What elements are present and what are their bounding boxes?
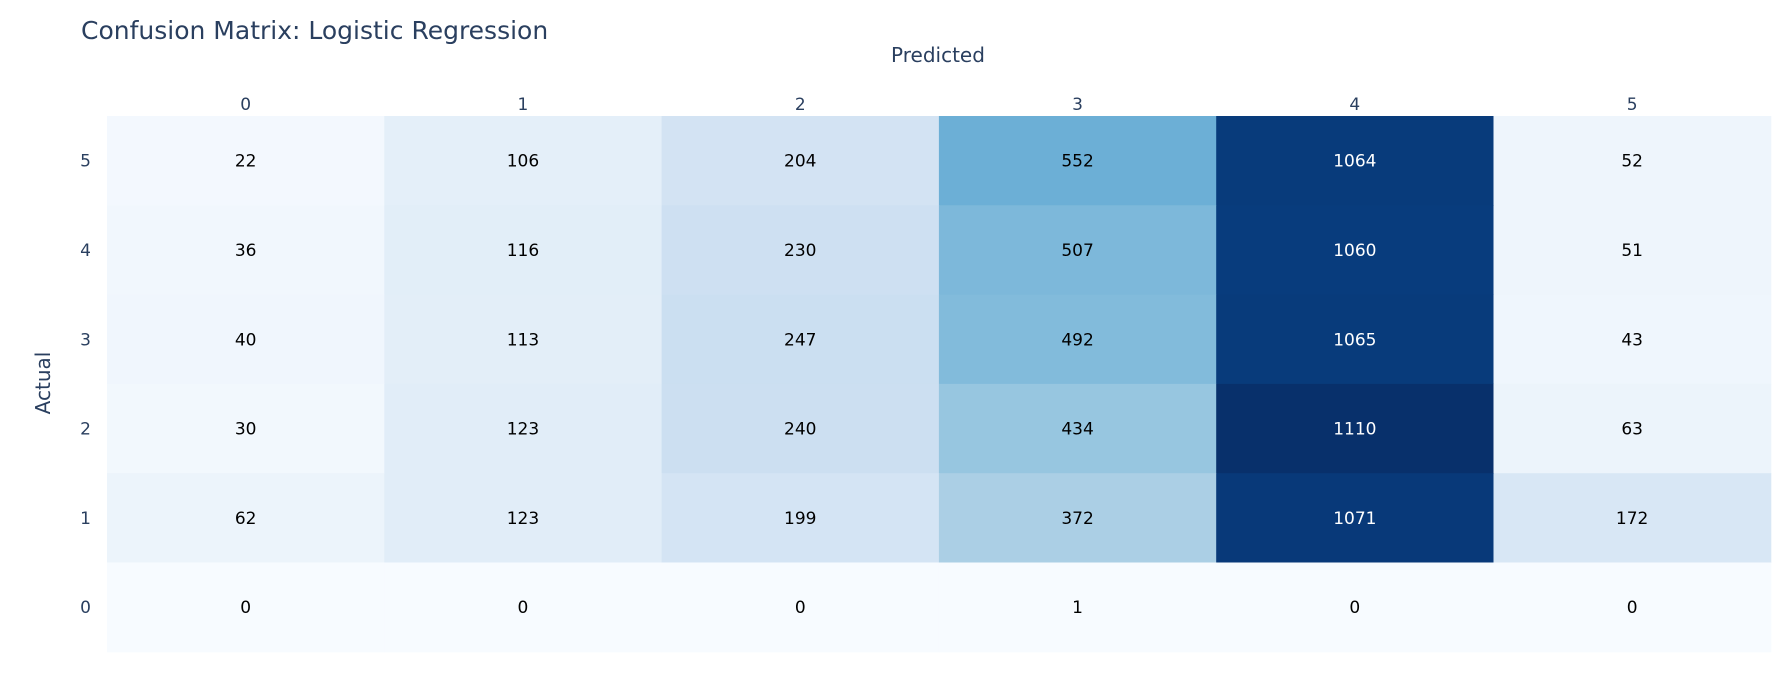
heatmap-cell xyxy=(107,294,385,385)
heatmap-cell xyxy=(1216,294,1494,385)
heatmap-cell xyxy=(661,473,940,563)
heatmap-cell xyxy=(661,562,940,653)
cell-value-label: 230 xyxy=(784,241,816,261)
heatmap-cell xyxy=(384,116,663,206)
heatmap-cell xyxy=(1216,383,1494,474)
heatmap-cell xyxy=(1493,205,1772,296)
cell-value-label: 492 xyxy=(1061,330,1093,350)
heatmap-cell xyxy=(107,383,385,474)
heatmap-cell xyxy=(661,294,940,385)
chart-title: Confusion Matrix: Logistic Regression xyxy=(81,16,548,45)
cell-value-label: 0 xyxy=(518,598,529,618)
heatmap-cell xyxy=(1216,116,1494,206)
heatmap-cells xyxy=(107,116,1772,653)
cell-value-label: 36 xyxy=(235,241,257,261)
heatmap-cell xyxy=(107,205,385,296)
cell-value-label: 1 xyxy=(1072,598,1083,618)
y-tick-label: 4 xyxy=(80,241,91,261)
x-tick-label: 4 xyxy=(1349,95,1360,115)
cell-value-label: 0 xyxy=(1349,598,1360,618)
heatmap-cell xyxy=(1216,562,1494,653)
cell-value-label: 52 xyxy=(1621,152,1643,172)
y-tick-label: 0 xyxy=(80,598,91,618)
cell-value-label: 113 xyxy=(507,330,539,350)
cell-value-label: 106 xyxy=(507,152,539,172)
y-tick-label: 3 xyxy=(80,330,91,350)
cell-value-label: 1060 xyxy=(1333,241,1376,261)
heatmap-cell xyxy=(107,473,385,563)
heatmap-cell xyxy=(1216,205,1494,296)
heatmap-cell xyxy=(1216,473,1494,563)
heatmap-cell xyxy=(661,205,940,296)
cell-value-label: 172 xyxy=(1616,509,1648,529)
cell-value-label: 22 xyxy=(235,152,257,172)
cell-value-label: 116 xyxy=(507,241,539,261)
cell-value-label: 552 xyxy=(1061,152,1093,172)
cell-value-label: 63 xyxy=(1621,420,1643,440)
cell-value-label: 1065 xyxy=(1333,330,1376,350)
heatmap-cell xyxy=(384,562,663,653)
x-axis-ticks: 0 1 2 3 4 5 xyxy=(240,95,1637,115)
cell-value-label: 507 xyxy=(1061,241,1093,261)
x-tick-label: 2 xyxy=(795,95,806,115)
heatmap-cell xyxy=(384,383,663,474)
y-axis-title: Actual xyxy=(31,352,55,415)
y-tick-label: 2 xyxy=(80,420,91,440)
cell-value-label: 43 xyxy=(1621,330,1643,350)
heatmap-cell xyxy=(384,473,663,563)
heatmap-cell xyxy=(1493,562,1772,653)
heatmap-cell xyxy=(938,562,1217,653)
heatmap-cell xyxy=(938,294,1217,385)
heatmap-cell xyxy=(938,116,1217,206)
cell-value-label: 247 xyxy=(784,330,816,350)
x-tick-label: 3 xyxy=(1072,95,1083,115)
cell-value-label: 1110 xyxy=(1333,420,1376,440)
heatmap-cell xyxy=(1493,383,1772,474)
heatmap-cell xyxy=(107,562,385,653)
y-axis-ticks: 5 4 3 2 1 0 xyxy=(80,152,91,619)
heatmap-cell xyxy=(938,205,1217,296)
x-tick-label: 0 xyxy=(240,95,251,115)
x-tick-label: 5 xyxy=(1627,95,1638,115)
x-tick-label: 1 xyxy=(518,95,529,115)
cell-value-label: 0 xyxy=(1627,598,1638,618)
heatmap-cell xyxy=(1493,116,1772,206)
cell-value-label: 40 xyxy=(235,330,257,350)
cell-value-label: 123 xyxy=(507,509,539,529)
cell-value-label: 0 xyxy=(795,598,806,618)
cell-value-label: 1071 xyxy=(1333,509,1376,529)
y-tick-label: 1 xyxy=(80,509,91,529)
heatmap-cell xyxy=(384,294,663,385)
heatmap-cell-labels: 22 106 204 552 1064 52 36 116 230 507 1060 51 40 113 2… xyxy=(235,152,1649,619)
heatmap-cell xyxy=(107,116,385,206)
y-tick-label: 5 xyxy=(80,152,91,172)
cell-value-label: 434 xyxy=(1061,420,1093,440)
cell-value-label: 199 xyxy=(784,509,816,529)
cell-value-label: 240 xyxy=(784,420,816,440)
cell-value-label: 0 xyxy=(240,598,251,618)
heatmap-cell xyxy=(938,383,1217,474)
cell-value-label: 372 xyxy=(1061,509,1093,529)
cell-value-label: 62 xyxy=(235,509,257,529)
cell-value-label: 204 xyxy=(784,152,816,172)
heatmap-cell xyxy=(1493,473,1772,563)
cell-value-label: 30 xyxy=(235,420,257,440)
cell-value-label: 1064 xyxy=(1333,152,1376,172)
heatmap-cell xyxy=(661,383,940,474)
heatmap-cell xyxy=(384,205,663,296)
cell-value-label: 51 xyxy=(1621,241,1643,261)
heatmap-cell xyxy=(1493,294,1772,385)
heatmap-cell xyxy=(938,473,1217,563)
x-axis-title: Predicted xyxy=(891,43,985,67)
heatmap-cell xyxy=(661,116,940,206)
cell-value-label: 123 xyxy=(507,420,539,440)
